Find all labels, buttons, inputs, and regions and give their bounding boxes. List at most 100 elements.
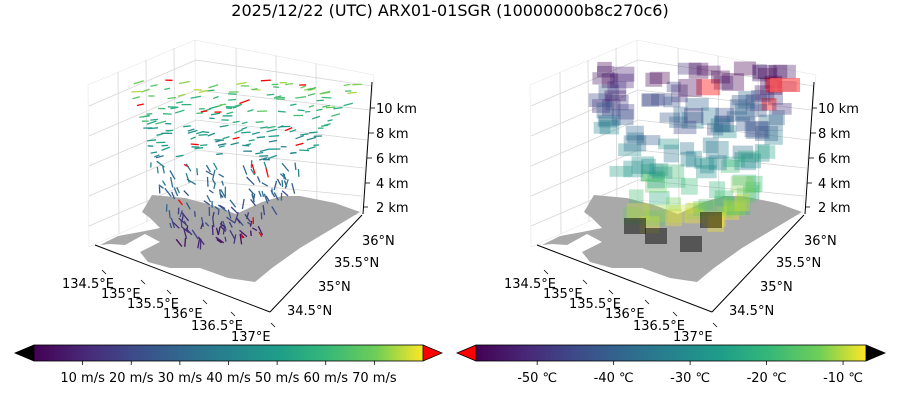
x-tick-label: 136.5°E [191,319,243,334]
wind-vector [185,202,191,210]
wind-vector [299,149,310,152]
y-tick-label: 35°N [760,280,793,295]
wind-vector [164,187,172,198]
colorbar-under-arrow [457,345,476,361]
voxel [649,191,670,205]
wind-vector [268,135,280,138]
wind-vector [234,129,243,134]
voxel [598,116,618,128]
wind-vector [279,125,291,128]
voxel [751,90,771,103]
colorbar-over-arrow [423,345,442,361]
wind-vector [239,233,243,245]
voxel [602,99,621,116]
voxel [652,166,673,179]
voxel [605,94,629,111]
voxel [734,193,750,212]
wind-vector [177,199,184,206]
wind-vector [281,179,284,188]
voxel [636,135,661,146]
wind-vector [236,81,247,85]
voxel [680,151,697,167]
voxel [752,65,777,80]
wind-vector [176,101,184,104]
wind-vector [168,210,171,219]
voxel [724,197,745,216]
voxel [698,199,714,211]
wind-vector [227,209,232,219]
x-tick-mark [202,299,208,305]
wind-vector [255,151,264,155]
z-tick-label: 6 km [376,152,409,167]
voxel [643,204,667,222]
colorbar-over-arrow [866,345,885,361]
wind-vector [170,217,176,229]
voxel [687,202,703,214]
x-tick-label: 134.5°E [504,277,556,292]
y-tick-label: 35.5°N [776,256,821,271]
colorbar-tick-label: 40 m/s [206,371,251,386]
voxel [722,156,746,168]
voxel [663,96,681,108]
voxel [768,89,783,105]
voxel [617,104,635,120]
y-tick-label: 34.5°N [287,304,332,319]
voxel [640,164,664,182]
voxel [772,103,792,115]
wind-vector [250,168,256,176]
wind-vector [333,106,343,110]
wind-vector [174,109,185,114]
voxel [665,197,681,212]
voxel [726,111,750,122]
wind-vector [284,179,289,189]
wind-vector [228,98,237,101]
wind-vector [150,84,158,87]
voxel [685,150,702,168]
wind-vector [169,222,173,229]
wind-vector [343,83,351,87]
wind-vector [155,155,164,159]
colorbar-tick-label: 70 m/s [352,371,397,386]
voxel [722,200,747,212]
voxel [745,181,761,193]
wind-vector [206,176,209,187]
wind-vector [262,205,266,216]
voxel [716,207,734,219]
voxel [604,90,627,102]
wind-vector [316,108,323,112]
wind-vector [133,80,144,85]
wind-vector [273,192,279,201]
wind-vector [266,93,275,96]
wind-vector [224,236,227,242]
voxel [709,181,726,199]
wind-vector [208,189,214,194]
wind-vector [271,188,274,195]
wind-vector [215,139,222,143]
voxel [720,205,744,216]
z-tick-label: 10 km [818,102,859,117]
wind-vector [321,96,332,99]
x-tick-label: 136°E [163,307,203,322]
voxel [618,143,642,157]
wind-vector [147,127,159,130]
wind-vectors [131,79,363,250]
voxel [744,120,769,138]
z-tick-label: 2 km [818,201,851,216]
wind-vector [207,132,216,137]
wind-vector [263,161,268,169]
wind-vector [284,127,293,132]
x-tick-label: 136°E [605,307,645,322]
wind-vector [212,95,219,100]
wind-vector [261,182,269,187]
wind-vector [181,211,190,222]
wind-vector [268,139,278,143]
wind-vector [244,213,251,223]
wind-vector [187,129,198,134]
voxel [662,164,685,179]
wind-vector [175,154,184,158]
voxel [651,93,673,106]
voxel [758,67,778,79]
x-tick-label: 136.5°E [633,319,685,334]
voxel [684,108,704,124]
